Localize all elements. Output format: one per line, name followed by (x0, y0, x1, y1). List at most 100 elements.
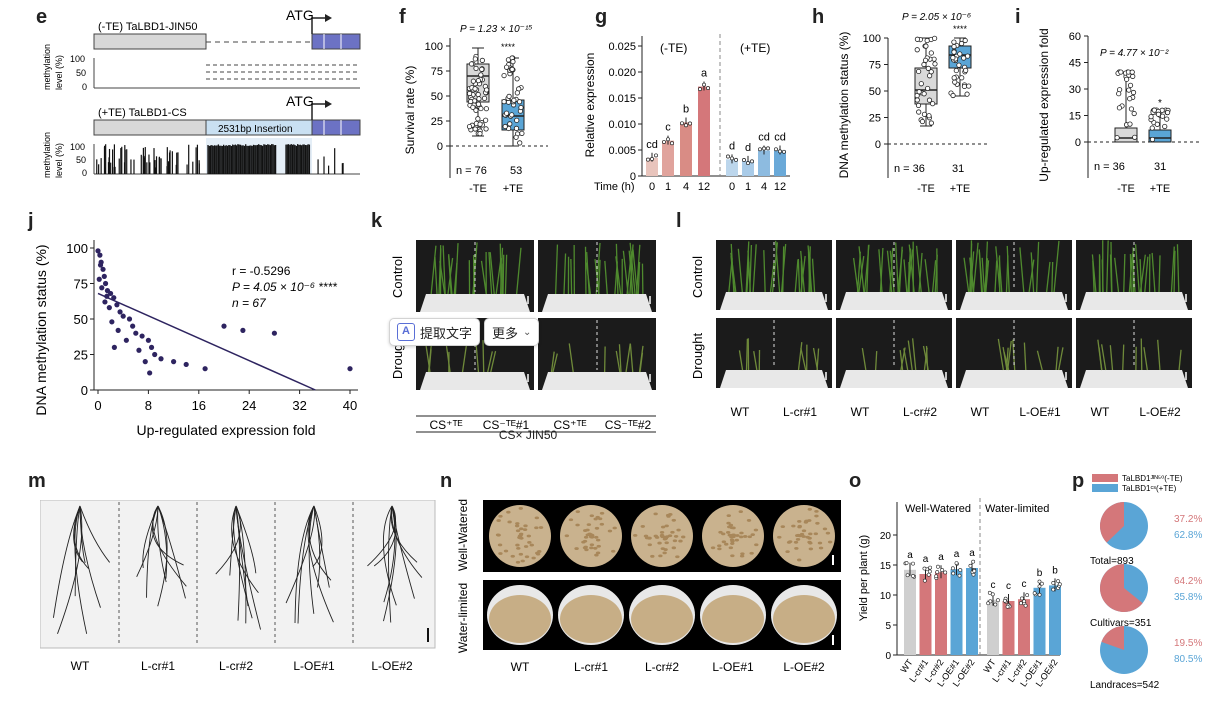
svg-text:ATG: ATG (286, 93, 314, 109)
data-point (1164, 109, 1171, 116)
scatter-point (97, 262, 104, 268)
genotype-label: WT (71, 659, 90, 673)
pie-percent-te-minus: 37.2% (1174, 514, 1202, 525)
axis-tick-label: 5 (885, 621, 891, 632)
data-point (509, 66, 515, 73)
panel-p-pie-charts: TaLBD1ᴶᴵᴺ⁵⁰(-TE) TaLBD1ᶜˢ(+TE) 37.2% 62.8… (1090, 474, 1202, 691)
data-point (503, 110, 510, 116)
genotype-label: L-OE#2 (1139, 405, 1181, 419)
data-point (466, 124, 473, 130)
data-point (1127, 82, 1134, 88)
svg-text:CS⁻ᵀᴱ#1: CS⁻ᵀᴱ#1 (483, 418, 530, 432)
svg-text:+TE: +TE (950, 183, 970, 195)
data-point (514, 90, 520, 96)
scatter-point (133, 330, 139, 336)
time-tick-label: 4 (761, 181, 767, 193)
svg-text:Relative expression: Relative expression (583, 53, 597, 158)
genotype-label: L-OE#2 (371, 659, 413, 673)
yield-bar (904, 569, 916, 655)
svg-text:(-TE): (-TE) (660, 41, 687, 55)
svg-text:Water-limited: Water-limited (456, 583, 470, 653)
axis-tick-label: 0.015 (608, 93, 636, 105)
svg-text:Water-limited: Water-limited (985, 503, 1049, 515)
svg-text:Well-Watered: Well-Watered (905, 503, 971, 515)
legend-swatch-te-minus (1092, 474, 1118, 482)
svg-text:0: 0 (82, 82, 87, 92)
root-strand (391, 505, 423, 578)
svg-text:-TE: -TE (469, 183, 487, 195)
svg-text:53: 53 (510, 165, 522, 177)
data-point (475, 116, 481, 122)
panel-j-label: j (28, 210, 34, 232)
scatter-point (99, 285, 105, 291)
axis-tick-label: 8 (145, 398, 152, 413)
data-point (472, 126, 478, 132)
data-point (475, 101, 482, 107)
data-point (963, 67, 969, 74)
axis-tick-label: 40 (343, 398, 357, 413)
pie-percent-te-minus: 19.5% (1174, 638, 1202, 649)
data-point (479, 66, 485, 72)
axis-tick-label: 0 (94, 398, 101, 413)
scatter-point (136, 347, 142, 353)
data-point (481, 95, 488, 101)
data-point (951, 49, 957, 55)
panel-n-label: n (440, 470, 453, 492)
root-strand (79, 505, 101, 608)
panel-j-correlation-scatter: DNA methylation status (%) 0 25 50 75 100 0 8 1… (33, 240, 358, 438)
panel-n-grain-photos: Well-Watered Water-limited WT L-cr#1 L-cr#… (456, 499, 841, 674)
root-strand (382, 505, 397, 606)
data-point (914, 47, 920, 53)
significance-letter: a (938, 552, 944, 563)
data-point (483, 87, 490, 93)
svg-text:****: **** (953, 24, 968, 34)
axis-tick-label: 100 (863, 33, 881, 45)
scatter-point (100, 266, 106, 272)
svg-text:P = 2.05 × 10⁻⁶: P = 2.05 × 10⁻⁶ (902, 12, 971, 23)
chevron-down-icon: ⌄ (523, 326, 532, 338)
significance-letter: a (954, 549, 960, 560)
data-point (1132, 134, 1138, 140)
data-point (961, 83, 968, 90)
expression-bar (662, 140, 674, 176)
panel-i-label: i (1015, 6, 1021, 28)
svg-text:n = 36: n = 36 (1094, 161, 1125, 173)
svg-text:r = -0.5296: r = -0.5296 (232, 264, 291, 278)
svg-text:level (%): level (%) (54, 55, 64, 90)
text-extract-toolbar: A 提取文字 更多 ⌄ (389, 318, 540, 346)
svg-text:Up-regulated expression fold: Up-regulated expression fold (137, 422, 316, 438)
genotype-label: L-cr#2 (645, 660, 679, 674)
data-point (511, 97, 517, 103)
root-strand (73, 505, 89, 569)
expression-bar (774, 150, 786, 176)
svg-text:P = 4.77 × 10⁻²: P = 4.77 × 10⁻² (1100, 48, 1169, 59)
data-point (950, 92, 956, 99)
scatter-point (171, 359, 177, 365)
data-point (1130, 73, 1136, 79)
panel-g-label: g (595, 6, 608, 28)
genotype-label: L-OE#1 (1019, 405, 1061, 419)
data-point (513, 125, 520, 131)
genotype-label: L-OE#2 (783, 660, 825, 674)
root-strand (367, 505, 396, 567)
data-point (932, 61, 938, 67)
genotype-label: WT (1091, 405, 1110, 419)
text-recognize-icon: A (397, 323, 415, 341)
data-point (1127, 96, 1133, 102)
scatter-point (130, 323, 136, 329)
axis-tick-label: 32 (292, 398, 306, 413)
time-tick-label: 4 (683, 181, 689, 193)
svg-text:Well-Watered: Well-Watered (456, 499, 470, 571)
more-button[interactable]: 更多 ⌄ (484, 318, 540, 346)
data-point (472, 56, 478, 62)
svg-text:n = 67: n = 67 (232, 296, 267, 310)
panel-f-survival-boxplot: P = 1.23 × 10⁻¹⁵ Survival rate (%) 100 75… (403, 24, 548, 195)
data-point (483, 117, 489, 123)
extract-text-button[interactable]: A 提取文字 (389, 318, 481, 346)
axis-tick-label: 16 (192, 398, 206, 413)
data-point (1131, 110, 1137, 117)
data-point (1127, 121, 1133, 127)
svg-text:+TE: +TE (1150, 183, 1170, 195)
svg-text:ATG: ATG (286, 10, 314, 23)
yield-bar (987, 599, 999, 655)
